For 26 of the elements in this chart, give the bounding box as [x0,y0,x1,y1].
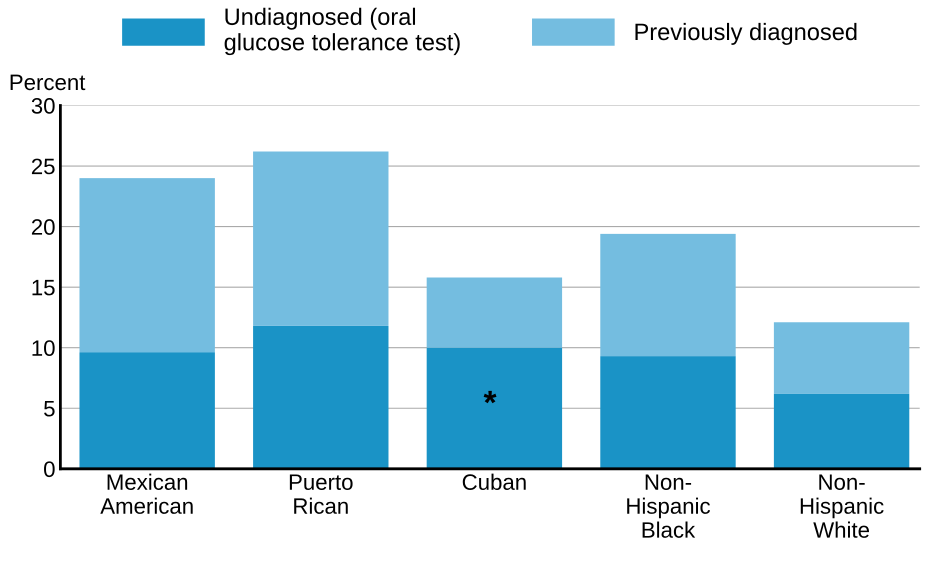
y-tick-label: 15 [32,280,55,296]
x-tick-label: Non- Hispanic Black [627,474,710,538]
bar [600,356,736,469]
bar [79,352,215,469]
legend-label: Undiagnosed (oral glucose tolerance test) [224,8,460,56]
x-tick-label: Non- Hispanic White [800,474,884,538]
x-tick-label: Cuban [462,474,526,490]
bar [600,234,736,356]
bar [774,322,910,394]
annotation: * [484,390,496,404]
y-tick-label: 0 [44,461,55,478]
y-tick-label: 20 [32,219,55,235]
y-tick-label: 10 [32,340,55,356]
bar [79,178,215,353]
bar [426,348,562,469]
y-tick-label: 25 [32,158,55,174]
legend-label: Previously diagnosed [635,22,856,45]
bar [774,394,910,469]
y-tick-label: 5 [44,401,55,417]
x-tick-label: Puerto Rican [290,474,353,514]
y-axis-title: Percent [10,74,86,90]
bar [253,326,388,469]
x-tick-label: Mexican American [100,474,193,514]
bar [426,277,562,348]
bar [253,152,388,326]
y-tick-label: 30 [32,98,55,114]
